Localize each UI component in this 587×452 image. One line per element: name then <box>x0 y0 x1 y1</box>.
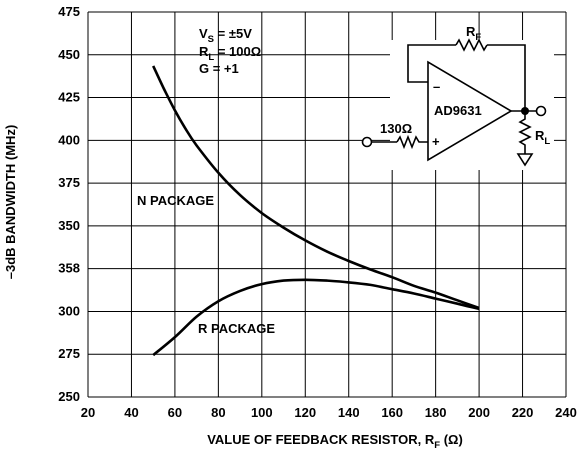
output-terminal <box>535 105 547 117</box>
rl-label: RL <box>535 128 550 147</box>
amplifier-label: AD9631 <box>434 103 482 118</box>
x-tick-label: 220 <box>512 405 534 420</box>
y-tick-label: 250 <box>58 389 80 404</box>
x-tick-label: 40 <box>124 405 138 420</box>
input-terminal <box>361 136 373 148</box>
y-tick-label: 375 <box>58 175 80 190</box>
rf-resistor <box>455 38 488 52</box>
feedback-wire <box>407 44 456 83</box>
series-line-r-package <box>152 278 480 357</box>
y-tick-label: 358 <box>58 261 80 276</box>
y-tick-label: 300 <box>58 303 80 318</box>
y-tick-label: 425 <box>58 90 80 105</box>
x-tick-labels: 20 40 60 80 100 120 140 160 180 200 220 240 <box>81 405 577 420</box>
feedback-return-wire <box>487 44 526 111</box>
ground-symbol <box>516 153 534 167</box>
series-label-n-package: N PACKAGE <box>137 193 214 208</box>
y-tick-label: 475 <box>58 4 80 19</box>
rf-label: RF <box>466 24 481 43</box>
condition-rl: RL = 100Ω <box>199 44 261 63</box>
noninverting-input-sign: + <box>432 134 440 149</box>
rl-resistor <box>518 111 532 154</box>
x-tick-label: 120 <box>294 405 316 420</box>
series-line-n-package <box>152 65 480 310</box>
x-tick-label: 240 <box>555 405 577 420</box>
y-tick-label: 275 <box>58 346 80 361</box>
y-tick-labels: 475 450 425 400 375 350 358 300 275 250 <box>58 4 80 404</box>
condition-gain: G = +1 <box>199 61 239 76</box>
opamp-triangle <box>427 60 513 162</box>
x-tick-label: 140 <box>338 405 360 420</box>
rin-resistor <box>396 134 428 150</box>
inverting-input-sign: – <box>433 79 440 94</box>
input-resistor-label: 130Ω <box>380 121 412 136</box>
x-tick-label: 200 <box>468 405 490 420</box>
y-tick-label: 350 <box>58 218 80 233</box>
x-tick-label: 160 <box>381 405 403 420</box>
x-axis-title: VALUE OF FEEDBACK RESISTOR, RF (Ω) <box>207 432 463 451</box>
y-tick-label: 450 <box>58 47 80 62</box>
x-tick-label: 100 <box>251 405 273 420</box>
condition-vs: VS = ±5V <box>199 26 252 45</box>
x-tick-label: 80 <box>211 405 225 420</box>
y-axis-title: –3dB BANDWIDTH (MHz) <box>3 125 18 280</box>
chart-curves <box>152 65 480 357</box>
x-tick-label: 20 <box>81 405 95 420</box>
y-tick-label: 400 <box>58 132 80 147</box>
x-tick-label: 180 <box>425 405 447 420</box>
opamp-circuit-diagram: RF RL AD9631 130Ω – + <box>361 24 554 170</box>
x-tick-label: 60 <box>168 405 182 420</box>
series-label-r-package: R PACKAGE <box>198 321 275 336</box>
